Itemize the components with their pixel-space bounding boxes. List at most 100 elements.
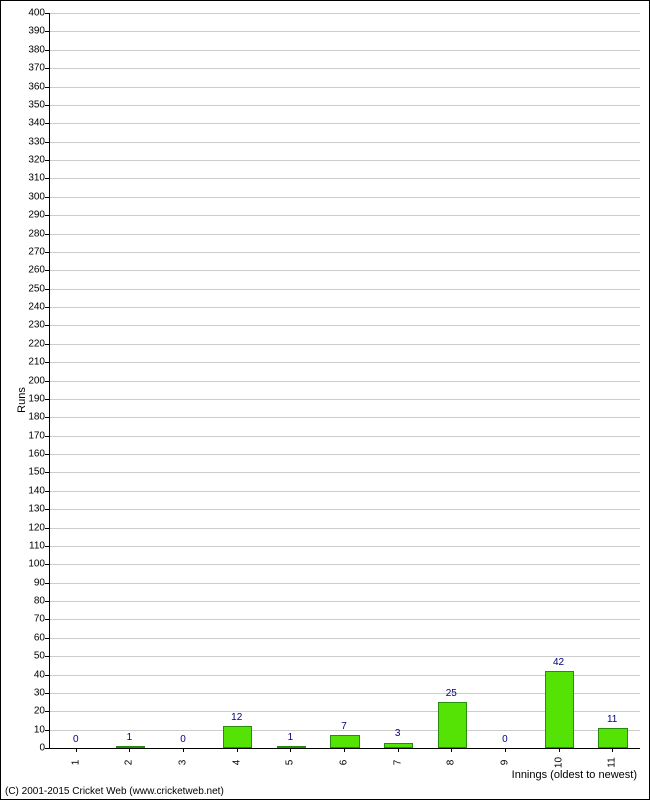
y-tick-label: 390 xyxy=(5,26,45,37)
y-tick-mark xyxy=(45,381,49,382)
x-tick-label: 5 xyxy=(285,760,296,766)
bar-value-label: 12 xyxy=(231,712,242,723)
gridline xyxy=(50,472,640,473)
y-tick-mark xyxy=(45,50,49,51)
gridline xyxy=(50,252,640,253)
gridline xyxy=(50,197,640,198)
y-tick-label: 10 xyxy=(5,724,45,735)
bar-value-label: 3 xyxy=(395,728,401,739)
gridline xyxy=(50,564,640,565)
bar-value-label: 0 xyxy=(180,734,186,745)
y-tick-label: 340 xyxy=(5,118,45,129)
gridline xyxy=(50,601,640,602)
bar-value-label: 1 xyxy=(288,732,294,743)
y-tick-label: 120 xyxy=(5,522,45,533)
gridline xyxy=(50,546,640,547)
x-tick-mark xyxy=(559,748,560,752)
gridline xyxy=(50,583,640,584)
x-tick-label: 3 xyxy=(178,760,189,766)
bar xyxy=(384,743,414,749)
y-tick-label: 20 xyxy=(5,706,45,717)
x-tick-label: 8 xyxy=(446,760,457,766)
y-tick-mark xyxy=(45,31,49,32)
chart-container: Runs Innings (oldest to newest) (C) 2001… xyxy=(0,0,650,800)
y-tick-mark xyxy=(45,68,49,69)
y-tick-mark xyxy=(45,160,49,161)
y-tick-label: 90 xyxy=(5,577,45,588)
bar-value-label: 0 xyxy=(502,734,508,745)
gridline xyxy=(50,454,640,455)
bar-value-label: 25 xyxy=(446,688,457,699)
gridline xyxy=(50,105,640,106)
bar xyxy=(545,671,575,748)
y-tick-label: 240 xyxy=(5,302,45,313)
gridline xyxy=(50,325,640,326)
gridline xyxy=(50,270,640,271)
y-tick-label: 260 xyxy=(5,265,45,276)
y-tick-label: 160 xyxy=(5,449,45,460)
y-tick-label: 50 xyxy=(5,651,45,662)
x-tick-mark xyxy=(237,748,238,752)
y-tick-mark xyxy=(45,619,49,620)
y-tick-label: 150 xyxy=(5,467,45,478)
gridline xyxy=(50,178,640,179)
gridline xyxy=(50,344,640,345)
y-tick-mark xyxy=(45,601,49,602)
x-tick-label: 2 xyxy=(124,760,135,766)
y-tick-label: 190 xyxy=(5,393,45,404)
y-tick-mark xyxy=(45,399,49,400)
bar-value-label: 0 xyxy=(73,734,79,745)
y-tick-mark xyxy=(45,730,49,731)
y-tick-label: 350 xyxy=(5,99,45,110)
y-tick-label: 80 xyxy=(5,596,45,607)
y-tick-label: 180 xyxy=(5,412,45,423)
y-tick-mark xyxy=(45,252,49,253)
y-tick-mark xyxy=(45,675,49,676)
y-tick-mark xyxy=(45,472,49,473)
x-tick-mark xyxy=(612,748,613,752)
y-tick-label: 380 xyxy=(5,44,45,55)
y-tick-label: 270 xyxy=(5,246,45,257)
y-tick-mark xyxy=(45,307,49,308)
gridline xyxy=(50,142,640,143)
y-tick-label: 400 xyxy=(5,8,45,19)
y-tick-mark xyxy=(45,178,49,179)
copyright-text: (C) 2001-2015 Cricket Web (www.cricketwe… xyxy=(5,786,224,797)
y-tick-label: 200 xyxy=(5,375,45,386)
y-tick-mark xyxy=(45,215,49,216)
gridline xyxy=(50,215,640,216)
y-tick-label: 230 xyxy=(5,320,45,331)
x-tick-label: 1 xyxy=(70,760,81,766)
gridline xyxy=(50,307,640,308)
bar xyxy=(116,746,146,748)
gridline xyxy=(50,87,640,88)
y-tick-mark xyxy=(45,748,49,749)
bar xyxy=(330,735,360,748)
gridline xyxy=(50,68,640,69)
x-tick-label: 6 xyxy=(339,760,350,766)
x-tick-mark xyxy=(290,748,291,752)
y-tick-mark xyxy=(45,491,49,492)
y-tick-mark xyxy=(45,693,49,694)
bar-value-label: 42 xyxy=(553,657,564,668)
x-tick-mark xyxy=(76,748,77,752)
y-tick-mark xyxy=(45,325,49,326)
y-tick-mark xyxy=(45,711,49,712)
x-tick-mark xyxy=(183,748,184,752)
gridline xyxy=(50,656,640,657)
gridline xyxy=(50,417,640,418)
y-tick-label: 100 xyxy=(5,559,45,570)
y-tick-mark xyxy=(45,638,49,639)
y-tick-mark xyxy=(45,13,49,14)
gridline xyxy=(50,123,640,124)
gridline xyxy=(50,160,640,161)
y-tick-mark xyxy=(45,344,49,345)
y-tick-mark xyxy=(45,87,49,88)
y-tick-mark xyxy=(45,289,49,290)
bar-value-label: 7 xyxy=(341,721,347,732)
x-tick-mark xyxy=(505,748,506,752)
y-tick-label: 330 xyxy=(5,136,45,147)
y-tick-mark xyxy=(45,270,49,271)
gridline xyxy=(50,234,640,235)
x-tick-label: 9 xyxy=(499,760,510,766)
